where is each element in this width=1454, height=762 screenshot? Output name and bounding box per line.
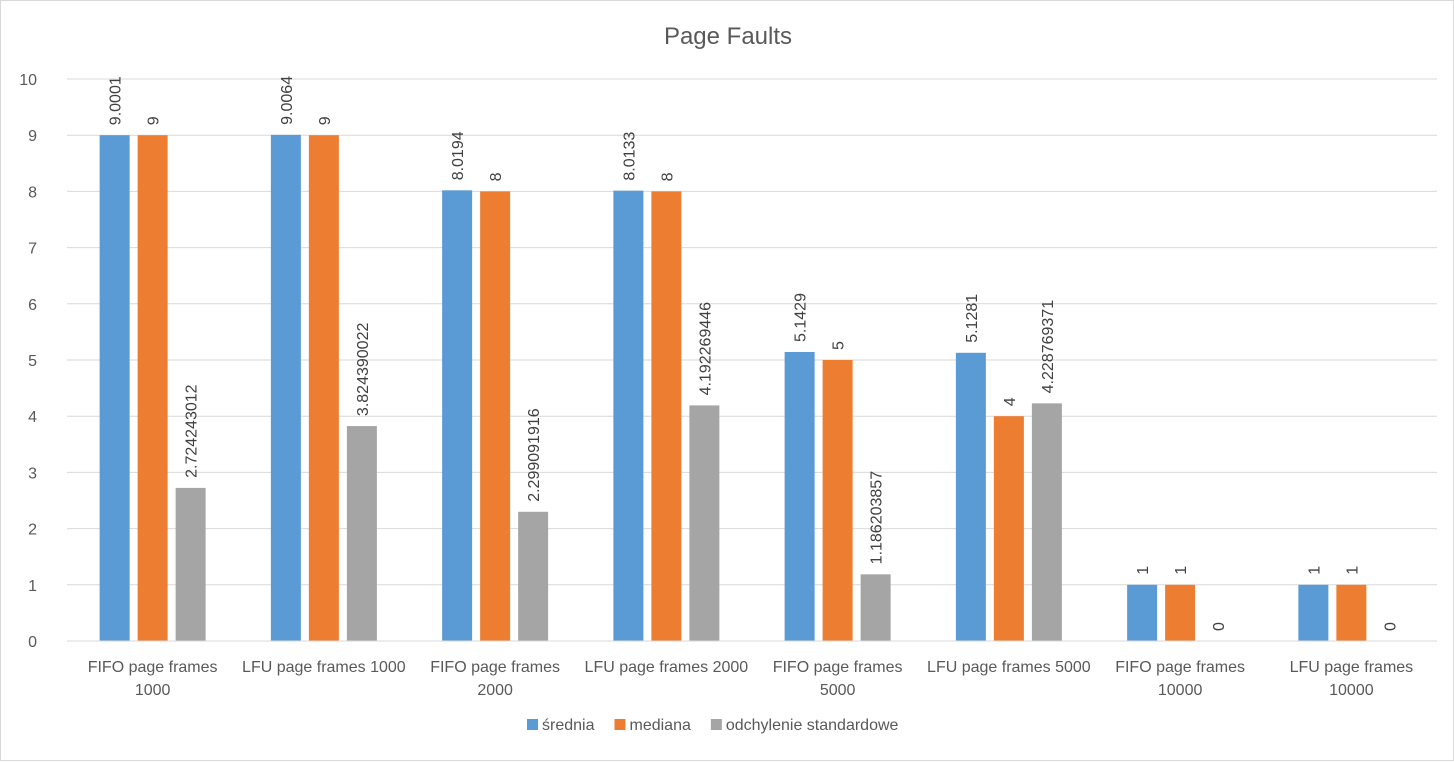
x-tick-label: FIFO page frames 10000 (1115, 659, 1245, 699)
bar (137, 135, 168, 641)
data-label: 4.192269446 (697, 302, 714, 396)
data-label: 3.824390022 (355, 323, 372, 417)
legend-label: mediana (629, 717, 690, 734)
data-label: 2.299091916 (526, 408, 543, 502)
data-label: 5.1281 (964, 294, 981, 343)
data-label: 8.0133 (621, 132, 638, 181)
data-label: 0 (1382, 622, 1399, 631)
y-tick-label: 2 (28, 522, 37, 539)
bar (99, 135, 130, 641)
data-label: 4.228769371 (1040, 300, 1057, 394)
y-axis-ticks: 0 1 2 3 4 5 6 7 8 9 10 (19, 72, 37, 651)
data-label: 4 (1002, 397, 1019, 406)
y-tick-label: 7 (28, 241, 37, 258)
y-tick-label: 9 (28, 128, 37, 145)
bar (1298, 584, 1329, 641)
y-tick-label: 10 (19, 72, 37, 89)
data-label: 8 (659, 172, 676, 181)
bar (784, 351, 815, 641)
legend-swatch (614, 719, 626, 730)
x-tick-label: LFU page frames 5000 (927, 659, 1091, 676)
data-label: 1.186203857 (869, 471, 886, 565)
data-label: 9.0001 (108, 76, 125, 125)
data-label: 1 (1306, 566, 1323, 575)
data-label: 8.0194 (450, 131, 467, 180)
bar (822, 360, 853, 641)
data-labels: 9.0001 9.0064 8.0194 8.0133 5.1429 5.1281 1 1 9 9… (108, 76, 1400, 631)
legend-label: średnia (542, 717, 595, 734)
x-axis: FIFO page frames 1000 LFU page frames 1000… (67, 640, 1437, 699)
bar (613, 190, 644, 642)
legend-label: odchylenie standardowe (726, 717, 899, 734)
bar (346, 426, 377, 641)
bar (308, 135, 339, 641)
x-tick-label: LFU page frames 1000 (242, 659, 406, 676)
chart-title: Page Faults (664, 23, 792, 50)
data-label: 9 (317, 116, 334, 125)
bar (689, 405, 720, 641)
bar (1127, 584, 1158, 641)
bar (860, 574, 891, 641)
bar (1165, 584, 1196, 641)
data-label: 9.0064 (279, 76, 296, 125)
x-tick-label: LFU page frames 10000 (1290, 659, 1414, 699)
bar (993, 416, 1024, 641)
legend-swatch (527, 719, 538, 730)
legend-swatch (710, 719, 722, 730)
bar (955, 352, 986, 641)
data-label: 8 (488, 172, 505, 181)
x-tick-label: FIFO page frames 5000 (773, 659, 903, 699)
data-label: 1 (1135, 566, 1152, 575)
data-label: 1 (1344, 566, 1361, 575)
legend: średnia mediana odchylenie standardowe (527, 717, 899, 734)
y-tick-label: 0 (28, 634, 37, 651)
bar (442, 190, 473, 641)
bar (480, 191, 511, 641)
y-tick-label: 8 (28, 184, 37, 201)
y-tick-label: 4 (28, 409, 37, 426)
data-label: 5.1429 (793, 293, 810, 342)
x-tick-label: FIFO page frames 1000 (88, 659, 218, 699)
bar (1336, 584, 1367, 641)
bar (651, 191, 682, 641)
bar (1031, 403, 1062, 641)
data-label: 1 (1173, 566, 1190, 575)
data-label: 9 (146, 116, 163, 125)
bar (270, 134, 301, 641)
bar (175, 487, 206, 641)
data-label: 0 (1211, 622, 1228, 631)
y-tick-label: 3 (28, 465, 37, 482)
y-tick-label: 6 (28, 297, 37, 314)
y-tick-label: 1 (28, 578, 37, 595)
data-label: 2.724243012 (184, 384, 201, 478)
y-tick-label: 5 (28, 353, 37, 370)
bar (518, 511, 549, 641)
x-tick-label: LFU page frames 2000 (585, 659, 749, 676)
x-tick-label: FIFO page frames 2000 (430, 659, 560, 699)
bars (99, 134, 1367, 642)
data-label: 5 (831, 341, 848, 350)
